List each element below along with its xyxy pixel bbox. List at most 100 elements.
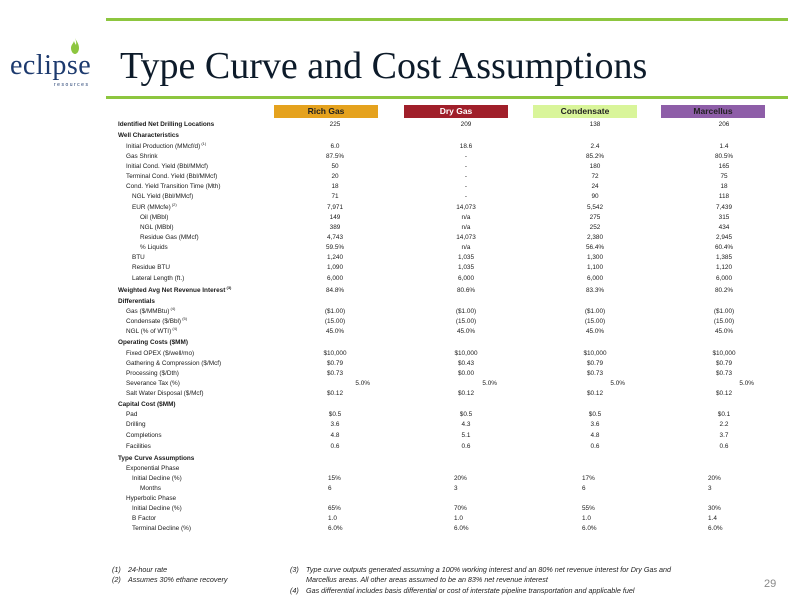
table-cell: 1,300 [587, 254, 603, 261]
table-row: Initial Cond. Yield (Bbl/MMcf) 50 - 180 165 [118, 162, 758, 172]
table-cell: n/a [461, 214, 471, 221]
table-row: Initial Decline (%) 15% 20% 17% 20% [118, 474, 758, 484]
footnote-number: (3) [290, 565, 299, 574]
table-row: Terminal Cond. Yield (Bbl/MMcf) 20 - 72 75 [118, 172, 758, 182]
table-row: Capital Cost ($MM) [118, 400, 758, 410]
row-label-text: Facilities [126, 443, 151, 450]
table-cell: n/a [461, 224, 471, 231]
table-cell: 6,000 [458, 275, 474, 282]
row-label-text: % Liquids [140, 244, 168, 251]
table-cell: 6 [328, 485, 332, 492]
table-row: Drilling 3.6 4.3 3.6 2.2 [118, 420, 758, 430]
row-label-text: Severance Tax (%) [126, 380, 180, 387]
table-row: NGL Yield (Bbl/MMcf) 71 - 90 118 [118, 192, 758, 202]
table-row: Identified Net Drilling Locations 225 209 1… [118, 120, 758, 130]
column-header: Condensate [533, 105, 637, 118]
table-cell: $0.79 [716, 360, 732, 367]
table-cell: 4.3 [461, 421, 471, 428]
table-cell: 90 [591, 193, 599, 200]
table-cell: $0.43 [458, 360, 474, 367]
table-cell: - [464, 153, 468, 160]
table-cell: 5.0% [739, 380, 754, 387]
footnote-number: (1) [112, 565, 121, 574]
row-label: Type Curve Assumptions [118, 454, 194, 464]
table-cell: 2.4 [590, 143, 600, 150]
table-row: Months 6 3 6 3 [118, 484, 758, 494]
row-label: Gathering & Compression ($/Mcf) [126, 359, 221, 369]
table-cell: - [464, 193, 468, 200]
table-cell: 1,240 [327, 254, 343, 261]
table-cell: 275 [589, 214, 601, 221]
row-label: Gas Shrink [126, 152, 158, 162]
table-cell: $10,000 [454, 350, 478, 357]
table-cell: 60.4% [714, 244, 734, 251]
table-row: Operating Costs ($MM) [118, 338, 758, 348]
table-cell: 7,971 [327, 204, 343, 211]
row-label-text: Months [140, 485, 161, 492]
row-label: Terminal Cond. Yield (Bbl/MMcf) [126, 172, 217, 182]
footnote-marker: (1) [200, 140, 207, 146]
table-cell: 1.4 [719, 143, 729, 150]
row-label: Identified Net Drilling Locations [118, 120, 214, 130]
table-cell: 1,035 [458, 254, 474, 261]
top-rule [106, 18, 788, 21]
table-cell: ($1.00) [455, 308, 477, 315]
row-label: NGL Yield (Bbl/MMcf) [132, 192, 193, 202]
table-cell: 20 [331, 173, 339, 180]
table-row: Condensate ($/Bbl) (5) (15.00) (15.00) (15.… [118, 316, 758, 327]
company-logo: eclipse resources [10, 38, 104, 88]
table-cell: 70% [454, 505, 467, 512]
row-label: % Liquids [140, 243, 168, 253]
row-label-text: Drilling [126, 421, 146, 428]
row-label: Operating Costs ($MM) [118, 338, 188, 348]
footnote-text: Assumes 30% ethane recovery [128, 575, 228, 584]
table-cell: $0.5 [328, 411, 342, 418]
table-row: Type Curve Assumptions [118, 454, 758, 464]
table-cell: 18 [331, 183, 339, 190]
table-cell: 1.0 [454, 515, 463, 522]
table-cell: 0.6 [330, 443, 340, 450]
table-cell: 206 [718, 121, 730, 128]
row-label-text: Well Characteristics [118, 132, 179, 139]
footnote-number: (4) [290, 586, 299, 595]
table-cell: 30% [708, 505, 721, 512]
row-label-text: Terminal Cond. Yield (Bbl/MMcf) [126, 173, 218, 180]
page-title: Type Curve and Cost Assumptions [120, 45, 648, 87]
table-cell: 3 [708, 485, 712, 492]
table-cell: 17% [582, 475, 595, 482]
row-label: Residue BTU [132, 263, 170, 273]
row-label-text: Operating Costs ($MM) [118, 339, 188, 346]
row-label: Well Characteristics [118, 131, 179, 141]
table-cell: 56.4% [585, 244, 605, 251]
table-cell: 6,000 [587, 275, 603, 282]
footnote: (3) Type curve outputs generated assuming… [290, 565, 760, 585]
table-cell: 59.5% [325, 244, 345, 251]
row-label-text: Lateral Length (ft.) [132, 275, 185, 282]
row-label-text: Weighted Avg Net Revenue Interest [118, 287, 226, 294]
row-label-text: Initial Decline (%) [132, 505, 182, 512]
table-cell: $0.12 [458, 390, 474, 397]
row-label-text: Hyperbolic Phase [126, 495, 177, 502]
table-row: NGL (MBbl) 389 n/a 252 434 [118, 223, 758, 233]
page-number: 29 [764, 578, 777, 590]
flame-icon [71, 38, 79, 54]
row-label: Weighted Avg Net Revenue Interest (3) [118, 285, 231, 296]
row-label: Fixed OPEX ($/well/mo) [126, 349, 194, 359]
row-label: Differentials [118, 297, 155, 307]
table-row: Gathering & Compression ($/Mcf) $0.79 $0.4… [118, 359, 758, 369]
table-cell: n/a [461, 244, 471, 251]
table-cell: 252 [589, 224, 601, 231]
table-row: Initial Decline (%) 65% 70% 55% 30% [118, 504, 758, 514]
table-cell: $0.73 [327, 370, 343, 377]
table-cell: 2,380 [587, 234, 603, 241]
column-header: Rich Gas [274, 105, 378, 118]
footnote-number: (2) [112, 575, 121, 584]
table-cell: 84.8% [325, 287, 345, 294]
table-cell: 225 [329, 121, 341, 128]
row-label-text: Terminal Decline (%) [132, 525, 191, 532]
table-cell: 45.0% [585, 328, 605, 335]
table-cell: 50 [331, 163, 339, 170]
table-cell: 6.0% [708, 525, 723, 532]
title-underline [106, 96, 788, 99]
table-cell: ($1.00) [584, 308, 606, 315]
